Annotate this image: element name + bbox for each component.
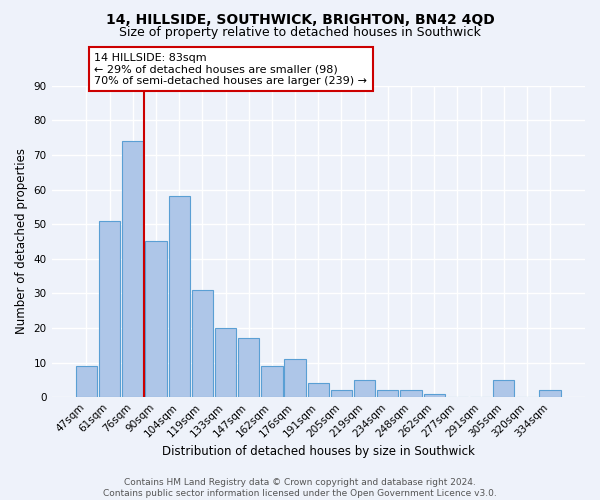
Bar (145, 242, 167, 397)
Bar (354, 380, 375, 397)
Bar (308, 384, 329, 397)
Bar (261, 366, 283, 397)
Bar (99, 220, 120, 397)
Bar (169, 196, 190, 397)
Bar (400, 390, 422, 397)
Bar (539, 390, 561, 397)
Text: Size of property relative to detached houses in Southwick: Size of property relative to detached ho… (119, 26, 481, 39)
X-axis label: Distribution of detached houses by size in Southwick: Distribution of detached houses by size … (162, 444, 475, 458)
Y-axis label: Number of detached properties: Number of detached properties (15, 148, 28, 334)
Text: 14, HILLSIDE, SOUTHWICK, BRIGHTON, BN42 4QD: 14, HILLSIDE, SOUTHWICK, BRIGHTON, BN42 … (106, 12, 494, 26)
Bar (191, 290, 213, 397)
Bar (331, 390, 352, 397)
Bar (238, 338, 259, 397)
Text: Contains HM Land Registry data © Crown copyright and database right 2024.
Contai: Contains HM Land Registry data © Crown c… (103, 478, 497, 498)
Bar (424, 394, 445, 397)
Bar (493, 380, 514, 397)
Bar (215, 328, 236, 397)
Bar (76, 366, 97, 397)
Bar (377, 390, 398, 397)
Bar (122, 141, 143, 397)
Text: 14 HILLSIDE: 83sqm
← 29% of detached houses are smaller (98)
70% of semi-detache: 14 HILLSIDE: 83sqm ← 29% of detached hou… (94, 52, 367, 86)
Bar (284, 359, 306, 397)
